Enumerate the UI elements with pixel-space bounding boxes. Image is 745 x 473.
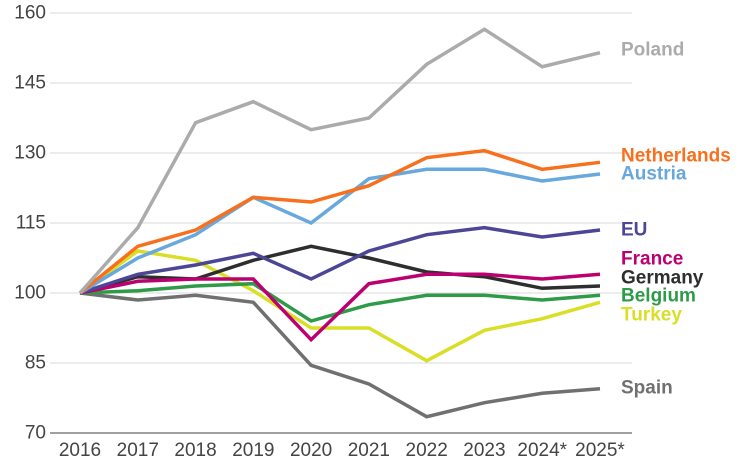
series-line-belgium [79,281,601,323]
gridlines [50,12,632,434]
x-tick-label: 2016 [59,440,101,461]
series-label-austria: Austria [621,164,687,185]
x-tick-label: 2020 [290,440,332,461]
series-line-spain [79,291,601,419]
x-tick-label: 2024* [517,440,567,461]
x-tick-label: 2018 [174,440,216,461]
y-axis-tick-labels: 160 145 130 115 100 85 70 [14,3,46,444]
y-tick-label: 130 [14,143,46,164]
series-label-turkey: Turkey [621,305,682,326]
y-tick-label: 100 [14,283,46,304]
series-line-poland [78,27,601,295]
y-tick-label: 160 [14,3,46,24]
series-line-france [79,272,601,343]
series-line-turkey [78,249,601,363]
series-line-eu [79,225,601,295]
series-line-austria [79,167,601,295]
x-tick-label: 2019 [232,440,274,461]
series-label-germany: Germany [621,268,704,289]
y-tick-label: 85 [25,353,46,374]
series-label-france: France [621,249,683,270]
series-label-netherlands: Netherlands [621,146,731,167]
x-axis-tick-labels: 2016 2017 2018 2019 2020 2021 2022 2023 2024* 202… [59,440,626,461]
series-line-netherlands [78,148,601,295]
series-label-eu: EU [621,220,647,241]
x-tick-label: 2017 [117,440,159,461]
x-tick-label: 2021 [348,440,390,461]
series-lines [78,27,601,419]
x-tick-label: 2022 [406,440,448,461]
series-label-poland: Poland [621,40,684,61]
x-tick-label: 2025* [575,440,625,461]
series-label-spain: Spain [621,378,673,399]
series-line-germany [79,244,601,295]
y-tick-label: 145 [14,73,46,94]
series-label-belgium: Belgium [621,286,696,307]
x-tick-label: 2023 [463,440,505,461]
y-tick-label: 70 [25,423,46,444]
y-tick-label: 115 [16,213,46,234]
